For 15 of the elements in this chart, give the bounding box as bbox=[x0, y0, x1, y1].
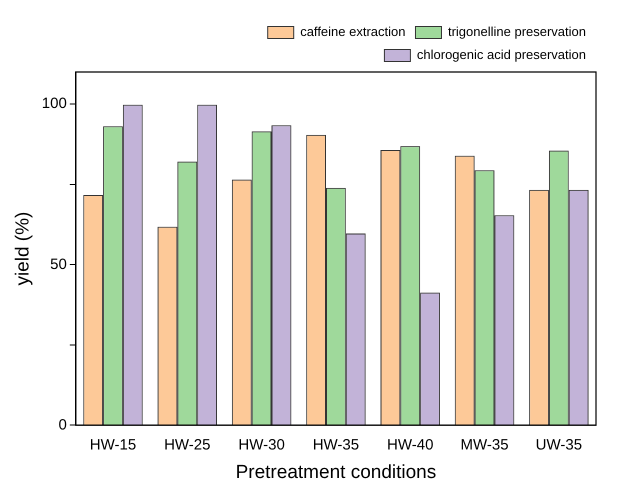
x-axis-title: Pretreatment conditions bbox=[236, 462, 436, 483]
y-tick-label: 0 bbox=[58, 416, 67, 434]
x-tick-label: MW-35 bbox=[460, 436, 509, 454]
x-tick-label: UW-35 bbox=[536, 436, 582, 454]
y-axis-title: yield (%) bbox=[12, 212, 34, 286]
legend-label: chlorogenic acid preservation bbox=[416, 47, 586, 62]
y-tick-label: 100 bbox=[42, 95, 67, 112]
x-tick-label: HW-25 bbox=[164, 436, 210, 454]
legend-label: trigonelline preservation bbox=[448, 24, 586, 40]
x-tick-label: HW-15 bbox=[90, 436, 136, 454]
y-tick-label: 50 bbox=[50, 256, 67, 273]
x-tick-label: HW-30 bbox=[238, 436, 285, 454]
legend-label: caffeine extraction bbox=[300, 24, 406, 40]
x-tick-label: HW-35 bbox=[312, 436, 360, 454]
x-tick-label: HW-40 bbox=[387, 436, 434, 454]
